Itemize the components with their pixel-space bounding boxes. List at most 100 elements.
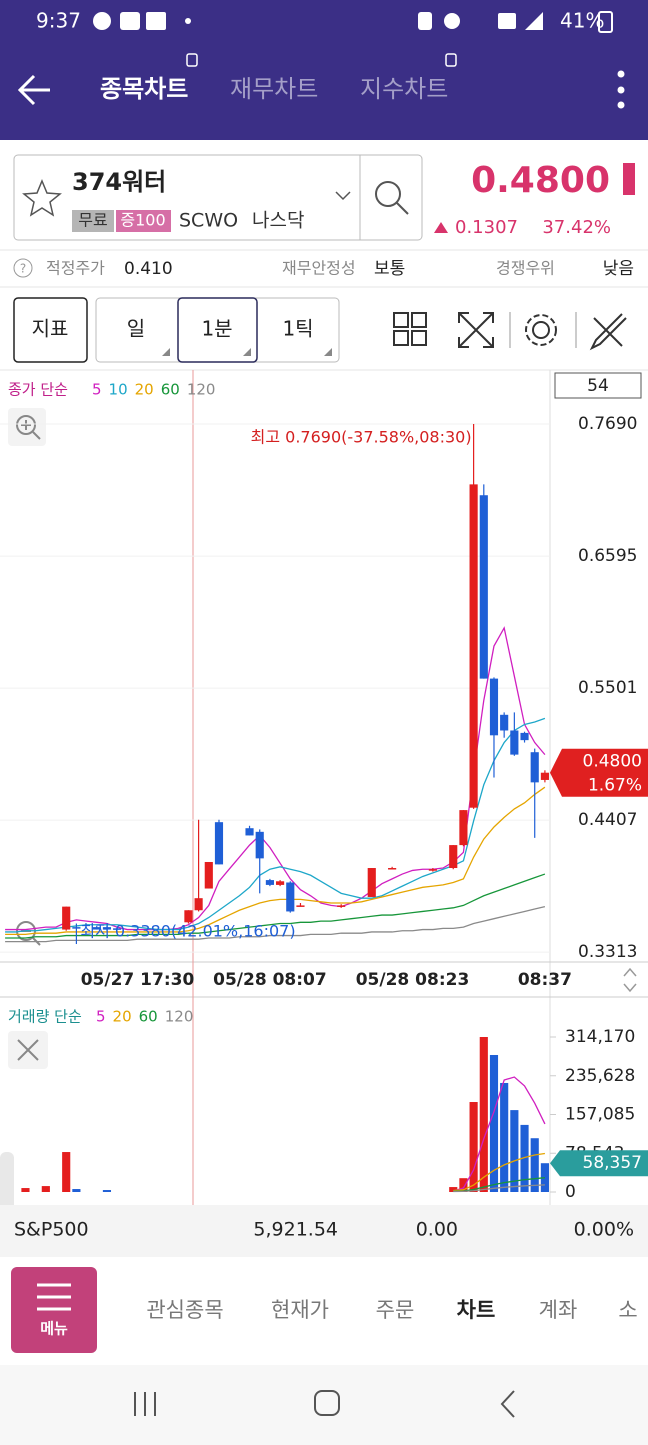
nav-item[interactable]: 관심종목 bbox=[146, 1298, 223, 1322]
dropdown-markers bbox=[162, 348, 332, 356]
search-button[interactable] bbox=[375, 181, 409, 215]
stock-name: 374워터 bbox=[72, 168, 166, 196]
system-buttons[interactable] bbox=[134, 1390, 515, 1418]
ticker-name: S&P500 bbox=[14, 1219, 89, 1241]
candle-body bbox=[62, 906, 71, 930]
candle-body bbox=[510, 730, 519, 755]
nav-item[interactable]: 계좌 bbox=[539, 1298, 578, 1322]
volume-bar bbox=[469, 1102, 478, 1192]
nav-item[interactable]: 현재가 bbox=[271, 1298, 329, 1322]
moving-average-line bbox=[5, 873, 546, 939]
volume-bar bbox=[510, 1110, 519, 1192]
candle-body bbox=[194, 898, 203, 911]
count-box bbox=[554, 372, 642, 399]
price-change: 0.1307 bbox=[455, 217, 518, 238]
more-button[interactable] bbox=[617, 70, 625, 109]
tab-icons bbox=[186, 53, 457, 67]
ticker-value: 5,921.54 bbox=[253, 1219, 338, 1241]
volume-bar bbox=[459, 1178, 468, 1192]
volume-bar bbox=[540, 1163, 549, 1192]
candle-body bbox=[296, 905, 305, 907]
candle-body bbox=[500, 714, 509, 731]
favorite-button[interactable] bbox=[22, 179, 62, 217]
moving-average-line bbox=[5, 626, 546, 931]
tab[interactable]: 지수차트 bbox=[360, 75, 448, 103]
candle-count: 54 bbox=[587, 376, 609, 396]
price-change-rate: 37.42% bbox=[542, 217, 611, 238]
volume-average-line bbox=[453, 1152, 546, 1192]
candle-body bbox=[479, 495, 488, 679]
period-selected[interactable] bbox=[177, 297, 258, 363]
nav-item[interactable]: 주문 bbox=[376, 1298, 415, 1322]
badge bbox=[116, 210, 171, 232]
last-price-tag bbox=[550, 748, 648, 797]
zoom-in-button[interactable] bbox=[8, 408, 46, 446]
candle-body bbox=[184, 910, 193, 923]
volume-bar bbox=[21, 1188, 30, 1192]
ticker-bar bbox=[0, 1205, 648, 1257]
back-button[interactable] bbox=[17, 74, 50, 106]
moving-average-line bbox=[5, 905, 546, 943]
last-price-label: 0.4800 bbox=[583, 752, 642, 772]
badge bbox=[72, 210, 114, 232]
ticker-change: 0.00 bbox=[416, 1219, 458, 1241]
legend-item: 120 bbox=[187, 381, 216, 399]
period-button[interactable]: 1분 bbox=[201, 317, 232, 341]
indicator-button-text: 지표 bbox=[32, 317, 69, 341]
up-arrow bbox=[434, 222, 448, 233]
candle-body bbox=[214, 822, 224, 865]
close-icon bbox=[17, 1039, 39, 1061]
side-handle[interactable] bbox=[0, 1152, 14, 1222]
toolbar-icons[interactable] bbox=[393, 312, 627, 351]
y-tick-label: 0 bbox=[565, 1182, 576, 1202]
volume-bar bbox=[520, 1124, 529, 1192]
period-button[interactable]: 일 bbox=[127, 317, 145, 341]
volume-bar bbox=[62, 1152, 71, 1192]
volume-bar bbox=[449, 1187, 458, 1192]
legend-item: 60 bbox=[161, 381, 180, 399]
nav-item[interactable]: 소 bbox=[618, 1298, 637, 1322]
stock-ticker: SCWO bbox=[179, 210, 238, 232]
tab[interactable]: 재무차트 bbox=[230, 75, 318, 103]
scroll-arrows[interactable] bbox=[623, 967, 637, 993]
candle-body bbox=[428, 869, 437, 871]
chart-layer: 0.7690 0.6595 0.5501 0.4407 0.3313 05/27 17:3… bbox=[0, 381, 648, 1202]
legend-title: 거래량 단순 bbox=[8, 1008, 82, 1026]
status-icons bbox=[93, 12, 543, 30]
menu-icon bbox=[37, 1283, 71, 1311]
last-change-label: 1.67% bbox=[588, 776, 642, 796]
badge-text: 무료 bbox=[78, 211, 107, 230]
legend-item: 60 bbox=[139, 1008, 158, 1026]
x-tick-label: 08:37 bbox=[518, 970, 572, 990]
status-time: 9:37 bbox=[36, 9, 81, 33]
candle-body bbox=[204, 861, 213, 889]
candle-body bbox=[255, 831, 264, 859]
volume-average-line bbox=[453, 1076, 546, 1192]
candle-body bbox=[102, 927, 112, 930]
badge-text: 증100 bbox=[120, 211, 165, 230]
system-nav bbox=[0, 1365, 648, 1445]
high-annotation: 최고 0.7690(-37.58%,08:30) bbox=[251, 428, 472, 447]
y-tick-label: 0.4407 bbox=[578, 810, 637, 830]
help-icon[interactable] bbox=[13, 258, 33, 278]
candle-body bbox=[92, 927, 101, 930]
candle-body bbox=[286, 882, 295, 912]
indicator-button[interactable] bbox=[13, 297, 88, 363]
info-value: 0.410 bbox=[124, 259, 173, 279]
dropdown[interactable] bbox=[335, 191, 351, 201]
info-label: 적정주가 bbox=[46, 259, 105, 278]
last-volume-tag bbox=[550, 1150, 648, 1177]
volume-bar bbox=[530, 1138, 539, 1192]
period-button[interactable]: 1틱 bbox=[282, 317, 313, 341]
stock-exchange: 나스닥 bbox=[252, 210, 304, 232]
candle-body bbox=[245, 828, 254, 836]
nav-item-active[interactable]: 차트 bbox=[457, 1298, 496, 1322]
tab-active[interactable]: 종목차트 bbox=[100, 75, 188, 103]
candle-body bbox=[113, 928, 122, 930]
candle-body bbox=[540, 772, 549, 780]
candle-body bbox=[72, 927, 81, 929]
x-tick-label: 05/27 17:30 bbox=[81, 970, 195, 990]
candle-body bbox=[489, 678, 499, 736]
volume-average-line bbox=[453, 1177, 545, 1192]
